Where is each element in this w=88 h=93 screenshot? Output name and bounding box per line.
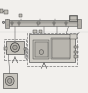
Bar — [27, 33, 77, 66]
Bar — [74, 46, 78, 48]
Bar — [7, 20, 79, 26]
Bar — [37, 22, 40, 24]
Bar — [70, 16, 77, 20]
Bar — [4, 39, 26, 60]
Circle shape — [5, 76, 14, 86]
Bar — [69, 15, 77, 21]
Bar — [3, 73, 17, 88]
Bar — [70, 34, 77, 39]
Bar — [5, 19, 9, 28]
Bar — [65, 22, 67, 24]
Bar — [33, 30, 37, 33]
Bar — [52, 39, 70, 58]
Bar — [24, 48, 26, 50]
Circle shape — [13, 45, 17, 50]
Bar — [18, 22, 20, 24]
Bar — [11, 22, 13, 24]
Bar — [0, 9, 3, 13]
Bar — [74, 51, 78, 53]
Bar — [35, 42, 48, 57]
Circle shape — [39, 50, 44, 54]
Circle shape — [2, 21, 5, 23]
Bar — [6, 41, 24, 54]
Bar — [8, 21, 78, 23]
Circle shape — [11, 43, 19, 52]
Bar — [4, 10, 8, 14]
Bar — [74, 55, 78, 58]
Bar — [53, 22, 55, 24]
Bar — [33, 40, 49, 59]
Bar — [4, 47, 7, 50]
Bar — [51, 38, 70, 59]
Bar — [39, 30, 42, 33]
Bar — [19, 14, 22, 17]
Bar — [77, 19, 81, 28]
Circle shape — [7, 79, 12, 83]
Bar — [29, 34, 75, 62]
